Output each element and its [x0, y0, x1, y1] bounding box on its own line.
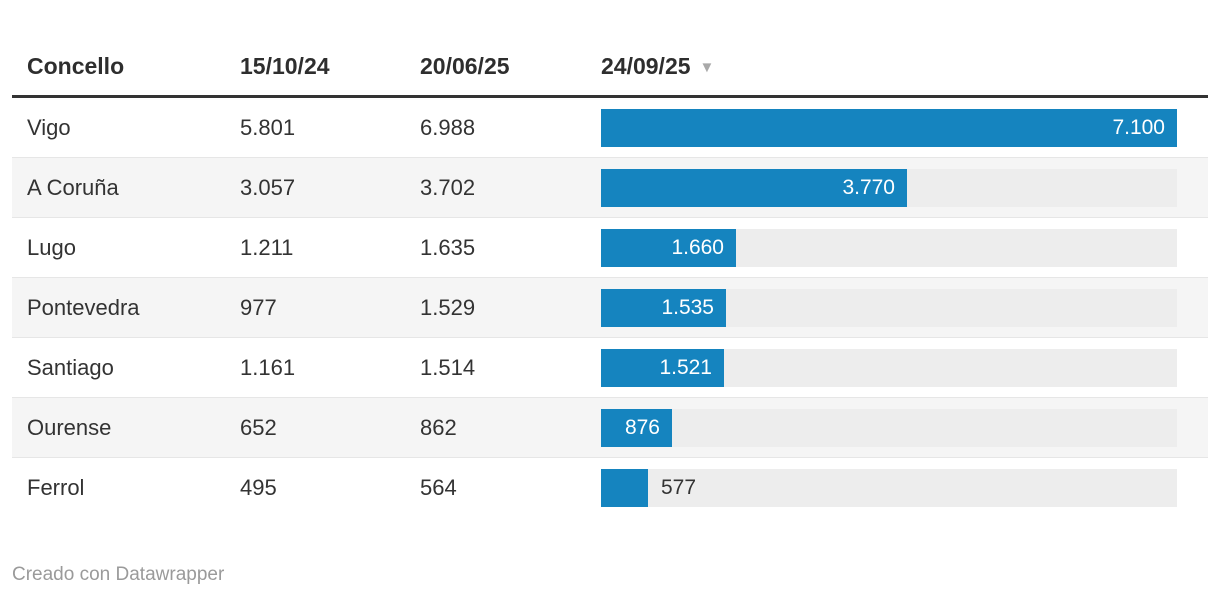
bar-track: 3.770 [601, 169, 1177, 207]
bar-track: 1.535 [601, 289, 1177, 327]
bar-track: 1.521 [601, 349, 1177, 387]
table-row: Ourense 652 862 876 [12, 398, 1208, 458]
bar-value-label: 7.100 [1112, 116, 1165, 139]
row-label: Pontevedra [27, 295, 140, 320]
value-col2: 1.635 [420, 235, 476, 260]
bar-value-label: 876 [624, 416, 660, 439]
table-header: Concello 15/10/24 20/06/25 24/09/25 ▼ [12, 38, 1208, 98]
value-col1: 1.161 [240, 355, 296, 380]
bar-cell: 3.770 [601, 158, 1208, 218]
bar-track: 876 [601, 409, 1177, 447]
bar-cell: 876 [601, 398, 1208, 458]
bar-cell: 577 [601, 458, 1208, 518]
table-row: Vigo 5.801 6.988 7.100 [12, 98, 1208, 158]
bar-fill [601, 289, 726, 327]
row-label: A Coruña [27, 175, 119, 200]
bar-value-label: 577 [661, 476, 697, 499]
bar-fill [601, 169, 907, 207]
bar-cell: 1.521 [601, 338, 1208, 398]
bar-track: 7.100 [601, 109, 1177, 147]
table-row: Lugo 1.211 1.635 1.660 [12, 218, 1208, 278]
bar-fill [601, 409, 672, 447]
data-table: Concello 15/10/24 20/06/25 24/09/25 ▼ Vig… [12, 38, 1208, 518]
value-col2: 862 [420, 415, 457, 440]
bar-cell: 1.660 [601, 218, 1208, 278]
table-row: Ferrol 495 564 577 [12, 458, 1208, 518]
table-row: Pontevedra 977 1.529 1.535 [12, 278, 1208, 338]
bar-value-label: 1.535 [661, 296, 714, 319]
bar-track: 1.660 [601, 229, 1177, 267]
bar-fill [601, 469, 648, 507]
bar-cell: 1.535 [601, 278, 1208, 338]
row-label: Ourense [27, 415, 112, 440]
value-col1: 1.211 [240, 235, 294, 260]
row-label: Vigo [27, 115, 71, 140]
column-header-20-06-25[interactable]: 20/06/25 [420, 53, 510, 79]
table-row: Santiago 1.161 1.514 1.521 [12, 338, 1208, 398]
value-col1: 495 [240, 475, 277, 500]
column-header-15-10-24[interactable]: 15/10/24 [240, 53, 330, 79]
value-col1: 652 [240, 415, 277, 440]
sort-desc-icon: ▼ [699, 59, 715, 76]
value-col2: 6.988 [420, 115, 476, 140]
column-header-24-09-25[interactable]: 24/09/25 ▼ [601, 53, 1208, 80]
table-row: A Coruña 3.057 3.702 3.770 [12, 158, 1208, 218]
datawrapper-credit[interactable]: Creado con Datawrapper [12, 564, 225, 585]
value-col2: 564 [420, 475, 457, 500]
bar-fill [601, 349, 724, 387]
row-label: Lugo [27, 235, 76, 260]
bar-cell: 7.100 [601, 98, 1208, 158]
value-col1: 977 [240, 295, 277, 320]
bar-value-label: 3.770 [842, 176, 895, 199]
value-col2: 3.702 [420, 175, 476, 200]
value-col1: 5.801 [240, 115, 296, 140]
bar-track: 577 [601, 469, 1177, 507]
bar-value-label: 1.521 [659, 356, 712, 379]
bar-fill [601, 109, 1177, 147]
row-label: Santiago [27, 355, 114, 380]
value-col1: 3.057 [240, 175, 296, 200]
value-col2: 1.529 [420, 295, 476, 320]
column-header-label: 24/09/25 [601, 53, 691, 79]
column-header-concello[interactable]: Concello [27, 53, 125, 79]
bar-fill [601, 229, 736, 267]
bar-value-label: 1.660 [671, 236, 724, 259]
value-col2: 1.514 [420, 355, 476, 380]
row-label: Ferrol [27, 475, 85, 500]
